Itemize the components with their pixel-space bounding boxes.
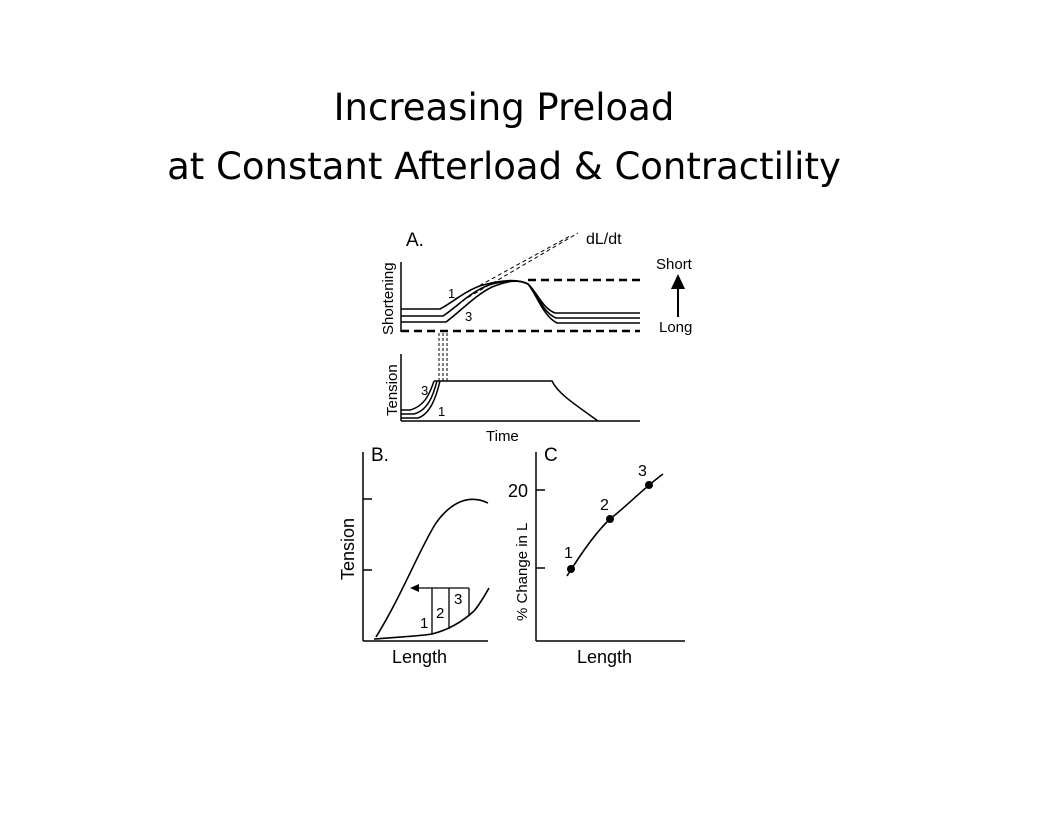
panel-a: A. Shortening dL/dt 1 3 Short Long Tensi…	[380, 230, 693, 445]
panel-c-point-label-2: 2	[600, 497, 609, 514]
panel-c-label: C	[544, 445, 558, 466]
slide-title-line-2: at Constant Afterload & Contractility	[167, 145, 841, 188]
tension-curve-3	[401, 380, 435, 411]
panel-c-point-1	[567, 565, 575, 573]
percent-change-curve	[566, 473, 664, 577]
panel-b-x-label: Length	[392, 647, 447, 667]
panel-c-y-label: % Change in L	[514, 523, 531, 621]
panel-a-label: A.	[406, 230, 424, 251]
dldt-tangent-2	[461, 232, 579, 302]
active-tension-curve	[375, 498, 489, 638]
panel-c: C 20 % Change in L Length 1 2 3	[508, 445, 685, 667]
panel-b: B. Tension Length 1 2 3	[338, 445, 490, 667]
tension-curve-label-1: 1	[438, 404, 445, 419]
panel-b-bar-label-2: 2	[436, 605, 444, 622]
shortening-curve-label-3: 3	[465, 309, 472, 324]
panel-c-point-3	[645, 481, 653, 489]
panel-c-tick-label-20: 20	[508, 481, 528, 501]
panel-b-bar-label-1: 1	[420, 615, 428, 632]
dldt-tangent-1	[454, 235, 571, 300]
tension-plateau	[434, 380, 599, 422]
panel-c-point-2	[606, 515, 614, 523]
tension-curve-2	[401, 380, 438, 415]
shortening-curve-3	[401, 280, 640, 324]
time-axis-label: Time	[486, 428, 519, 445]
shortening-curve-label-1: 1	[448, 286, 455, 301]
shortening-curve-1	[401, 279, 640, 314]
up-arrow-icon	[671, 274, 685, 289]
panel-c-point-label-3: 3	[638, 463, 647, 480]
panel-b-label: B.	[371, 445, 389, 466]
slide-title-line-1: Increasing Preload	[333, 86, 675, 129]
short-label: Short	[656, 256, 693, 273]
panel-b-y-label: Tension	[338, 518, 358, 580]
shortening-axis-label: Shortening	[380, 262, 397, 335]
tension-curve-label-3: 3	[421, 383, 428, 398]
passive-tension-curve	[373, 587, 490, 640]
panel-c-x-label: Length	[577, 647, 632, 667]
tension-axis-label-a: Tension	[384, 364, 401, 416]
tension-curve-1	[401, 380, 441, 419]
long-label: Long	[659, 319, 692, 336]
panel-c-point-label-1: 1	[564, 545, 573, 562]
left-arrow-icon	[410, 584, 419, 592]
dldt-label: dL/dt	[586, 231, 622, 248]
panel-b-bar-label-3: 3	[454, 591, 462, 608]
